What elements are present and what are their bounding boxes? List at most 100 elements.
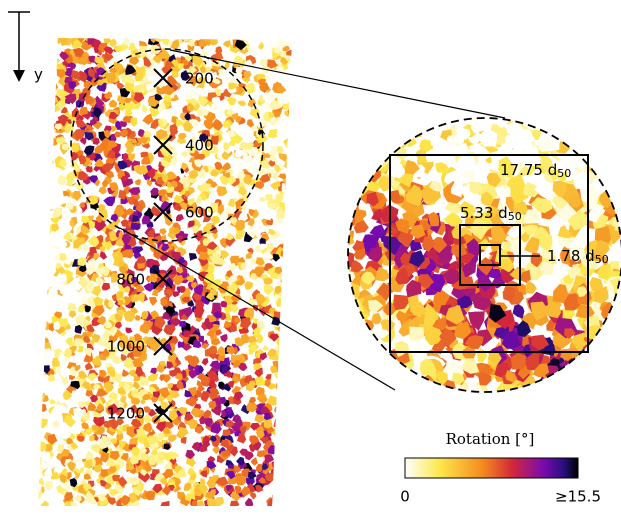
grain — [49, 493, 56, 502]
colorbar-max: ≥15.5 — [555, 488, 601, 506]
grain — [288, 131, 295, 139]
grain — [285, 409, 294, 419]
grain — [288, 312, 296, 319]
grain — [564, 372, 580, 387]
grain — [613, 335, 621, 350]
grain — [85, 166, 92, 172]
grain — [278, 339, 285, 345]
grain — [613, 327, 621, 341]
grain — [210, 37, 218, 45]
grain — [135, 179, 141, 185]
grain — [33, 156, 43, 166]
grain — [32, 489, 42, 499]
grain — [284, 247, 295, 258]
colorbar-title: Rotation [°] — [446, 430, 535, 448]
grain — [404, 126, 416, 138]
grain — [102, 283, 111, 291]
grain — [593, 363, 614, 380]
grain — [189, 370, 197, 379]
grain — [33, 294, 43, 304]
grain — [366, 383, 378, 394]
grain — [283, 138, 293, 147]
grain — [162, 37, 169, 46]
grain — [272, 492, 281, 501]
grain — [35, 174, 44, 183]
grain — [357, 119, 372, 134]
grain — [592, 135, 606, 151]
grain — [43, 39, 53, 49]
grain — [38, 101, 47, 110]
grain — [69, 63, 76, 69]
grain — [53, 420, 60, 427]
grain — [272, 495, 278, 504]
grain — [51, 224, 59, 232]
grain — [402, 113, 417, 128]
grain — [183, 343, 192, 351]
grain — [477, 348, 487, 363]
grain — [34, 457, 42, 466]
grain — [413, 380, 432, 399]
grain — [355, 113, 369, 129]
grain — [535, 380, 555, 399]
marker-label: 1000 — [107, 338, 145, 356]
grain — [577, 147, 587, 158]
grain — [584, 132, 601, 152]
grain — [264, 285, 275, 295]
grain — [174, 275, 183, 285]
grain — [283, 393, 291, 403]
grain — [400, 116, 417, 132]
grain — [37, 313, 44, 321]
grain — [280, 351, 289, 357]
box-label-text: 5.33 d — [460, 204, 508, 222]
grain — [372, 346, 388, 363]
grain — [33, 297, 45, 307]
grain — [36, 246, 44, 254]
grain — [51, 86, 57, 93]
marker-label: 400 — [185, 137, 214, 155]
grain — [35, 281, 42, 288]
grain — [71, 390, 77, 398]
grain — [34, 362, 44, 371]
grain — [344, 335, 361, 351]
grain — [284, 258, 292, 265]
grain — [377, 371, 391, 387]
grain — [368, 375, 384, 394]
grain — [593, 378, 603, 389]
grain — [591, 350, 606, 366]
grain — [409, 327, 424, 341]
grain — [73, 252, 80, 259]
grain — [374, 120, 391, 136]
grain — [75, 325, 83, 334]
grain — [341, 179, 358, 198]
grain — [48, 288, 58, 299]
grain — [612, 131, 621, 153]
grain — [39, 286, 47, 294]
grain — [354, 148, 366, 161]
grain — [223, 40, 231, 48]
grain — [42, 196, 51, 204]
grain — [220, 334, 228, 342]
grain — [35, 266, 46, 275]
grain — [67, 202, 74, 210]
box-label-text: 1.78 d — [547, 247, 595, 265]
grain — [282, 439, 290, 448]
grain — [605, 330, 621, 347]
grain — [250, 492, 256, 499]
grain — [345, 370, 356, 383]
grain — [274, 490, 283, 499]
grain — [393, 382, 405, 399]
grain — [34, 434, 43, 443]
grain — [47, 83, 53, 89]
grain — [82, 381, 92, 392]
grain — [53, 58, 60, 64]
marker-label: 200 — [185, 70, 214, 88]
grain — [42, 225, 50, 235]
grain — [42, 76, 50, 82]
grain — [45, 46, 54, 56]
grain — [36, 45, 43, 52]
grain — [42, 133, 51, 141]
grain — [263, 345, 269, 351]
grain — [43, 130, 53, 140]
grain — [61, 221, 70, 229]
grain — [45, 95, 53, 103]
